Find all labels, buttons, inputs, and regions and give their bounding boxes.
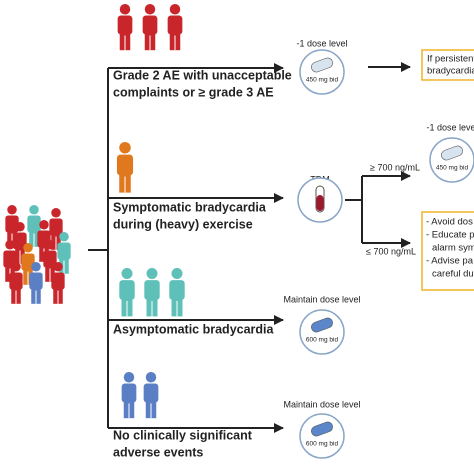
person-icon bbox=[21, 243, 35, 285]
body bbox=[43, 250, 57, 268]
body bbox=[9, 272, 23, 290]
person-icon bbox=[119, 268, 135, 317]
head bbox=[144, 4, 156, 15]
person-icon bbox=[29, 262, 43, 304]
body bbox=[57, 242, 71, 260]
body bbox=[51, 272, 65, 290]
connectors bbox=[88, 62, 411, 433]
threshold: ≤ 700 ng/mL bbox=[366, 246, 416, 256]
body bbox=[144, 280, 160, 300]
branch-label: Symptomatic bradycardia bbox=[113, 200, 267, 214]
person-icon bbox=[13, 222, 27, 264]
head bbox=[121, 268, 133, 279]
person-icon bbox=[27, 205, 41, 247]
body bbox=[119, 280, 135, 300]
capsule bbox=[441, 145, 463, 161]
note: If persistent bbox=[427, 54, 474, 65]
dose: 600 mg bid bbox=[306, 337, 339, 344]
action: Maintain dose level bbox=[283, 399, 360, 409]
dose: 600 mg bid bbox=[306, 441, 339, 448]
pill-circle bbox=[299, 309, 345, 355]
note: careful dur bbox=[432, 269, 474, 280]
dose: 450 mg bid bbox=[306, 77, 339, 84]
head bbox=[39, 220, 49, 230]
head bbox=[23, 243, 33, 253]
head bbox=[5, 240, 15, 250]
pill-icon: 450 mg bid bbox=[429, 137, 474, 183]
person-icon bbox=[143, 372, 159, 419]
person-icon bbox=[49, 208, 63, 250]
person-icon bbox=[5, 205, 19, 247]
body bbox=[13, 232, 27, 250]
person-icon bbox=[57, 232, 71, 274]
head bbox=[59, 232, 69, 242]
head bbox=[45, 240, 55, 250]
person-icon bbox=[169, 268, 185, 317]
branch-label: Grade 2 AE with unacceptable bbox=[113, 68, 292, 82]
head bbox=[119, 142, 131, 154]
body bbox=[143, 383, 159, 403]
head bbox=[53, 262, 63, 272]
note-box bbox=[421, 49, 474, 81]
head bbox=[123, 372, 135, 383]
branch-label: complaints or ≥ grade 3 AE bbox=[113, 85, 274, 99]
head bbox=[7, 205, 17, 215]
action: -1 dose level bbox=[296, 38, 347, 48]
pill-circle bbox=[299, 413, 345, 459]
body bbox=[27, 215, 41, 233]
person-icon bbox=[142, 4, 158, 51]
body bbox=[29, 272, 43, 290]
dose: 450 mg bid bbox=[436, 165, 469, 172]
pill-icon: 600 mg bid bbox=[299, 413, 345, 459]
body bbox=[49, 218, 63, 236]
note: - Avoid dos bbox=[426, 217, 473, 228]
body bbox=[167, 15, 183, 35]
branch-label: No clinically significant bbox=[113, 428, 253, 442]
capsule bbox=[311, 317, 333, 333]
person-icon bbox=[117, 4, 133, 51]
person-icon bbox=[144, 268, 160, 317]
body bbox=[169, 280, 185, 300]
branch-label: Asymptomatic bradycardia bbox=[113, 322, 275, 336]
head bbox=[145, 372, 157, 383]
action: -1 dose level bbox=[426, 122, 474, 132]
body bbox=[117, 15, 133, 35]
capsule bbox=[311, 421, 333, 437]
person-icon bbox=[51, 262, 65, 304]
note: - Advise pa bbox=[426, 256, 474, 267]
person-icon bbox=[116, 142, 134, 193]
pill-circle bbox=[429, 137, 474, 183]
head bbox=[119, 4, 131, 15]
head bbox=[169, 4, 181, 15]
body bbox=[5, 215, 19, 233]
head bbox=[11, 262, 21, 272]
head bbox=[146, 268, 158, 279]
body bbox=[116, 154, 134, 176]
pill-icon: 600 mg bid bbox=[299, 309, 345, 355]
person-icon bbox=[167, 4, 183, 51]
pill-icon: 450 mg bid bbox=[299, 49, 345, 95]
body bbox=[121, 383, 137, 403]
note-box bbox=[421, 211, 474, 291]
branch-label: adverse events bbox=[113, 445, 203, 459]
note: bradycardia, bbox=[427, 66, 474, 77]
head bbox=[29, 205, 39, 215]
note: - Educate p bbox=[426, 230, 474, 241]
head bbox=[31, 262, 41, 272]
note: alarm sym bbox=[432, 243, 474, 254]
action: Maintain dose level bbox=[283, 294, 360, 304]
threshold: ≥ 700 ng/mL bbox=[370, 162, 420, 172]
tdm-icon bbox=[297, 177, 343, 223]
head bbox=[171, 268, 183, 279]
person-icon bbox=[121, 372, 137, 419]
pill-circle bbox=[299, 49, 345, 95]
body bbox=[142, 15, 158, 35]
branch-label: during (heavy) exercise bbox=[113, 217, 253, 231]
capsule bbox=[311, 57, 333, 73]
person-icon bbox=[43, 240, 57, 282]
person-icon bbox=[9, 262, 23, 304]
head bbox=[51, 208, 61, 218]
head bbox=[15, 222, 25, 232]
